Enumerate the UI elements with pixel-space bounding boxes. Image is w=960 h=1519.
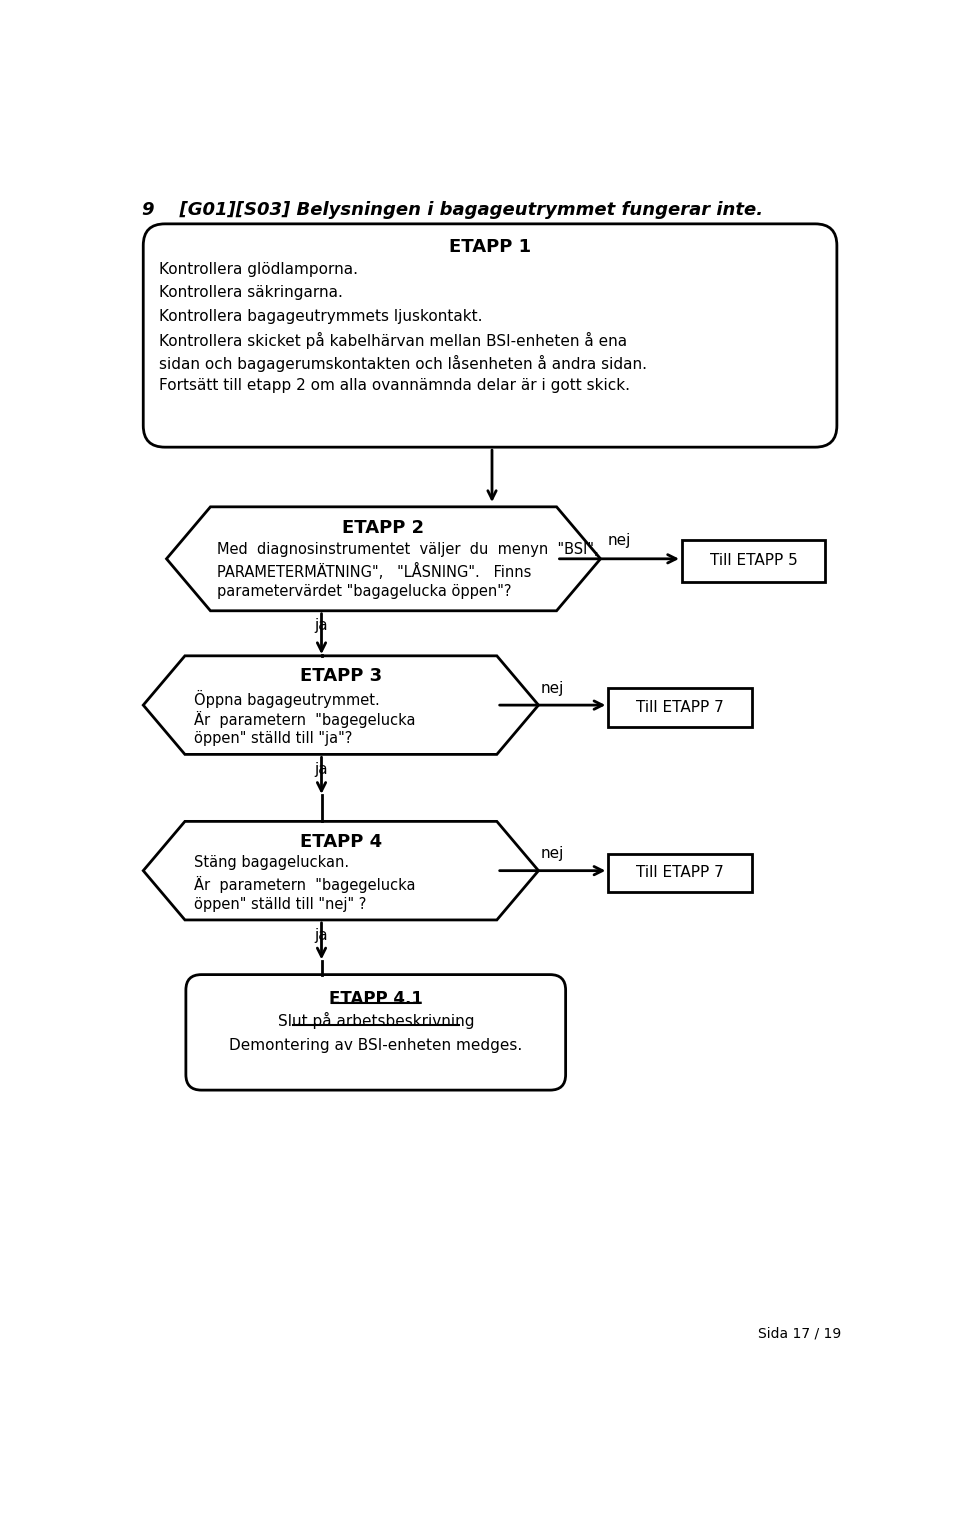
Text: Demontering av BSI-enheten medges.: Demontering av BSI-enheten medges. <box>229 1037 522 1053</box>
Text: ETAPP 4.1: ETAPP 4.1 <box>329 990 422 1009</box>
Text: Är  parametern  "bagegelucka: Är parametern "bagegelucka <box>194 711 415 728</box>
Text: Till ETAPP 7: Till ETAPP 7 <box>636 700 724 715</box>
Text: ETAPP 3: ETAPP 3 <box>300 667 382 685</box>
Bar <box>609 688 752 726</box>
Text: Kontrollera glödlamporna.: Kontrollera glödlamporna. <box>158 263 358 278</box>
Text: 9    [G01][S03] Belysningen i bagageutrymmet fungerar inte.: 9 [G01][S03] Belysningen i bagageutrymme… <box>142 201 763 219</box>
Text: Kontrollera säkringarna.: Kontrollera säkringarna. <box>158 286 343 301</box>
Text: sidan och bagagerumskontakten och låsenheten å andra sidan.: sidan och bagagerumskontakten och låsenh… <box>158 355 647 372</box>
Bar <box>682 539 826 582</box>
Text: Är  parametern  "bagegelucka: Är parametern "bagegelucka <box>194 876 415 893</box>
Text: PARAMETERMÄTNING",   "LÅSNING".   Finns: PARAMETERMÄTNING", "LÅSNING". Finns <box>217 564 531 580</box>
FancyBboxPatch shape <box>143 223 837 447</box>
Text: Kontrollera bagageutrymmets ljuskontakt.: Kontrollera bagageutrymmets ljuskontakt. <box>158 308 482 324</box>
Text: nej: nej <box>540 681 564 696</box>
Text: öppen" ställd till "nej" ?: öppen" ställd till "nej" ? <box>194 896 366 911</box>
Text: ETAPP 1: ETAPP 1 <box>449 237 531 255</box>
Text: ETAPP 4: ETAPP 4 <box>300 832 382 851</box>
Polygon shape <box>143 656 539 755</box>
Text: ja: ja <box>315 618 328 633</box>
Text: ETAPP 2: ETAPP 2 <box>343 519 424 538</box>
Polygon shape <box>143 822 539 921</box>
Text: parametervärdet "bagagelucka öppen"?: parametervärdet "bagagelucka öppen"? <box>217 583 512 598</box>
Text: Stäng bagageluckan.: Stäng bagageluckan. <box>194 855 348 870</box>
Text: ja: ja <box>315 763 328 778</box>
Text: Med  diagnosinstrumentet  väljer  du  menyn  "BSI",: Med diagnosinstrumentet väljer du menyn … <box>217 542 598 557</box>
Text: Fortsätt till etapp 2 om alla ovannämnda delar är i gott skick.: Fortsätt till etapp 2 om alla ovannämnda… <box>158 378 630 393</box>
Text: öppen" ställd till "ja"?: öppen" ställd till "ja"? <box>194 731 352 746</box>
Text: nej: nej <box>608 533 631 548</box>
Text: Sida 17 / 19: Sida 17 / 19 <box>757 1326 841 1340</box>
Text: Slut på arbetsbeskrivning: Slut på arbetsbeskrivning <box>277 1012 474 1028</box>
Text: ja: ja <box>315 928 328 943</box>
Text: nej: nej <box>540 846 564 861</box>
FancyBboxPatch shape <box>186 975 565 1091</box>
Text: Kontrollera skicket på kabelhärvan mellan BSI-enheten å ena: Kontrollera skicket på kabelhärvan mella… <box>158 331 627 349</box>
Bar <box>609 854 752 892</box>
Text: Öppna bagageutrymmet.: Öppna bagageutrymmet. <box>194 690 379 708</box>
Text: Till ETAPP 7: Till ETAPP 7 <box>636 866 724 881</box>
Text: Till ETAPP 5: Till ETAPP 5 <box>709 553 798 568</box>
Polygon shape <box>166 507 601 611</box>
